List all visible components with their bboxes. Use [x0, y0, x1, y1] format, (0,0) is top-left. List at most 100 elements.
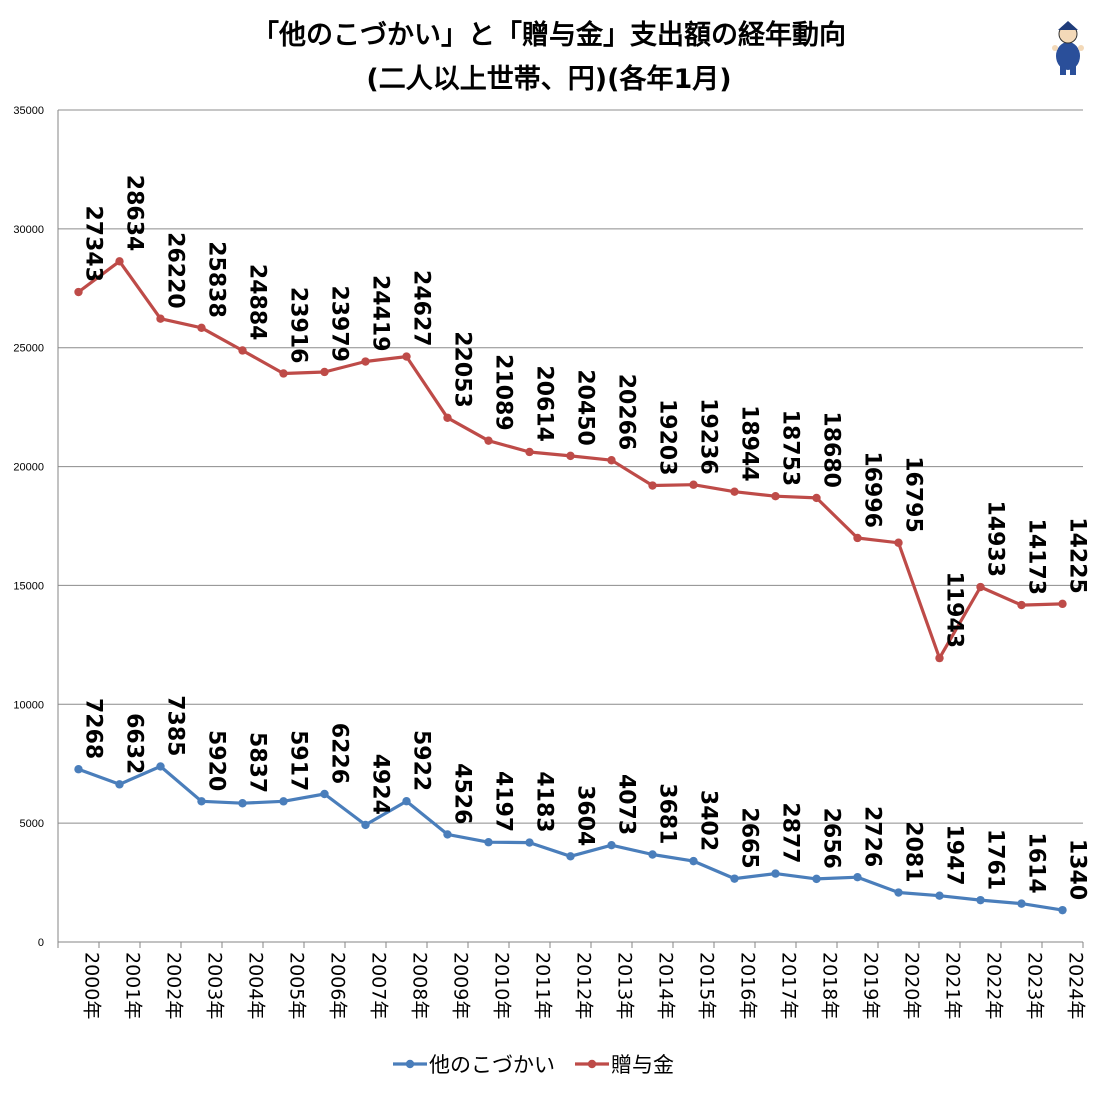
data-point [894, 538, 903, 547]
x-tick-label: 2001年 [122, 952, 144, 1019]
data-point [771, 869, 780, 878]
data-point [443, 830, 452, 839]
axis-layer [57, 110, 1084, 948]
data-point [648, 850, 657, 859]
data-label: 14173 [1024, 519, 1049, 596]
x-tick-label: 2009年 [450, 952, 472, 1019]
data-point [156, 314, 165, 323]
data-label: 20614 [532, 365, 557, 442]
data-label: 16996 [860, 451, 885, 528]
x-tick-labels: 2000年 2001年 2002年 2003年 2004年 2005年 2006年 2007年… [81, 952, 1087, 1019]
data-label: 19203 [655, 399, 680, 476]
data-label: 1761 [983, 829, 1008, 890]
data-point [853, 872, 862, 882]
y-tick-labels: 0 5000 10000 15000 20000 25000 30000 35000 [13, 105, 44, 949]
data-label: 14933 [983, 500, 1008, 577]
data-label: 18680 [819, 411, 844, 488]
data-point [525, 447, 534, 457]
data-label: 4197 [491, 771, 516, 832]
data-point [320, 367, 329, 377]
y-tick-label: 5000 [20, 818, 44, 830]
y-tick-label: 0 [38, 937, 44, 949]
data-point [197, 323, 206, 332]
data-label: 2665 [737, 807, 762, 868]
data-label: 22053 [450, 331, 475, 408]
data-point [812, 493, 821, 503]
data-label: 4073 [614, 774, 639, 835]
data-label: 23916 [286, 287, 311, 364]
data-point [566, 852, 575, 861]
data-label: 5920 [204, 730, 229, 791]
data-label: 5922 [409, 730, 434, 791]
y-tick-label: 20000 [13, 462, 44, 474]
data-point [812, 874, 821, 884]
chart-title-line-1: 「他のこづかい」と「贈与金」支出額の経年動向 [252, 19, 846, 51]
data-point [976, 582, 985, 592]
data-point [484, 436, 493, 445]
data-label: 5917 [286, 730, 311, 791]
x-tick-label: 2013年 [614, 952, 636, 1019]
x-tick-label: 2023年 [1024, 952, 1046, 1019]
data-point [74, 765, 83, 774]
x-tick-label: 2015年 [696, 952, 718, 1019]
data-label: 3604 [573, 785, 598, 846]
legend-label: 贈与金 [611, 1053, 674, 1077]
x-tick-label: 2011年 [532, 952, 554, 1019]
data-point [320, 789, 329, 799]
data-point [238, 346, 247, 355]
data-point [730, 487, 739, 496]
x-tick-label: 2024年 [1065, 952, 1087, 1019]
x-tick-label: 2016年 [737, 952, 759, 1019]
data-label: 27343 [81, 205, 106, 282]
data-label: 4526 [450, 763, 475, 824]
data-label: 1947 [942, 824, 967, 885]
data-label-layer: 7268 6632 7385 5920 5837 5917 6226 4924 5922 4526… [81, 175, 1090, 900]
data-point [976, 895, 985, 905]
data-point [1058, 905, 1067, 915]
data-point [525, 838, 534, 847]
data-label: 1340 [1065, 839, 1090, 900]
data-label: 3681 [655, 783, 680, 844]
data-label: 19236 [696, 398, 721, 475]
x-tick-label: 2021年 [942, 952, 964, 1019]
data-point [894, 888, 903, 897]
data-label: 7385 [163, 695, 188, 756]
legend-swatch-marker [587, 1059, 597, 1069]
data-point [279, 369, 288, 378]
x-tick-label: 2003年 [204, 952, 226, 1019]
data-point [935, 891, 944, 900]
data-point [853, 533, 862, 543]
x-tick-label: 2017年 [778, 952, 800, 1019]
data-label: 24627 [409, 270, 434, 347]
data-label: 20450 [573, 369, 598, 446]
data-label: 2726 [860, 806, 885, 867]
data-label: 26220 [163, 232, 188, 309]
series-layer [74, 257, 1067, 915]
x-tick-label: 2000年 [81, 952, 103, 1019]
x-tick-label: 2022年 [983, 952, 1005, 1019]
data-point [1017, 899, 1026, 908]
y-tick-label: 25000 [13, 343, 44, 355]
mascot-illustration [1052, 21, 1084, 75]
data-label: 28634 [122, 175, 147, 252]
data-label: 18944 [737, 405, 762, 482]
data-label: 2877 [778, 802, 803, 863]
x-tick-label: 2004年 [245, 952, 267, 1019]
legend-swatch-marker [405, 1059, 415, 1069]
data-label: 4183 [532, 771, 557, 832]
data-point [361, 820, 370, 830]
data-label: 1614 [1024, 832, 1049, 893]
data-point [771, 492, 780, 501]
chart-title-line-2: (二人以上世帯、円)(各年1月) [366, 63, 731, 95]
y-tick-label: 15000 [13, 580, 44, 592]
data-label: 3402 [696, 790, 721, 851]
data-point [402, 797, 411, 806]
data-point [689, 480, 698, 489]
data-point [197, 797, 206, 806]
x-tick-label: 2002年 [163, 952, 185, 1019]
data-point [689, 856, 698, 866]
x-tick-label: 2019年 [860, 952, 882, 1019]
data-label: 6226 [327, 723, 352, 784]
